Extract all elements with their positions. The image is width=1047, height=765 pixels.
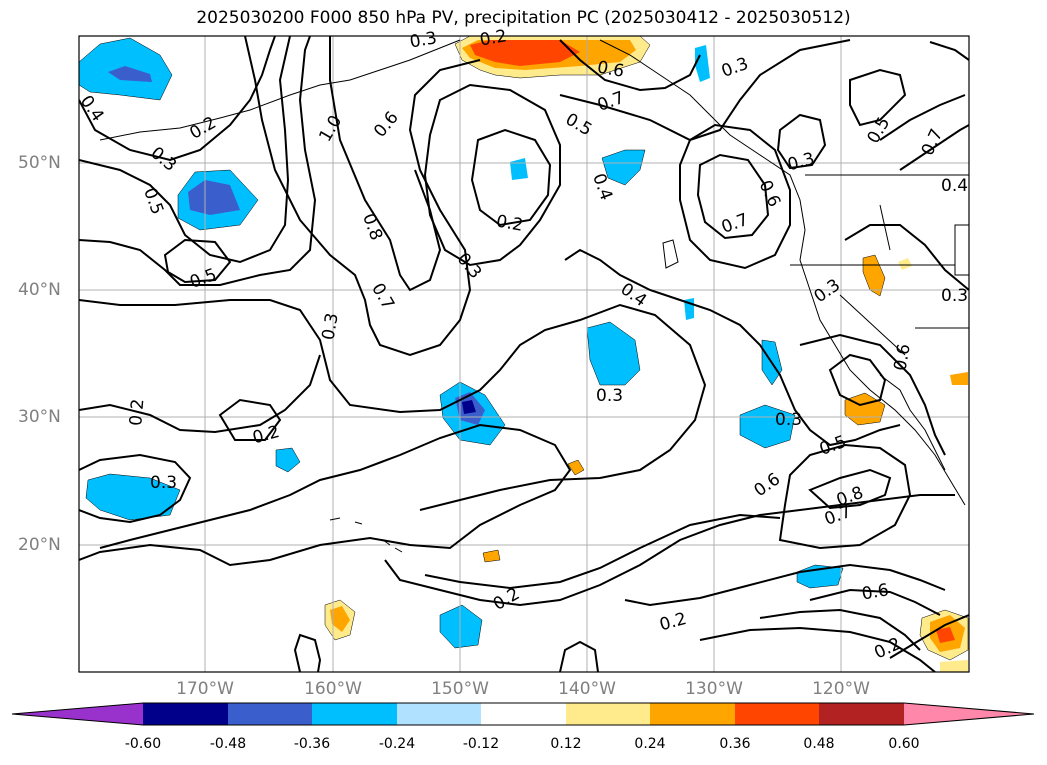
colorbar-tick-label: -0.24: [378, 736, 416, 752]
contour-label: 0.3: [150, 473, 177, 493]
colorbar: [11, 702, 1035, 726]
contour-label: 0.2: [126, 398, 148, 427]
lat-label-20n: 20°N: [18, 535, 61, 555]
colorbar-tick-label: -0.12: [462, 736, 500, 752]
lon-label-140w: 140°W: [558, 679, 616, 699]
colorbar-tick-label: -0.36: [293, 736, 331, 752]
map-title: 2025030200 F000 850 hPa PV, precipitatio…: [196, 8, 851, 28]
colorbar-tick-label: -0.48: [209, 736, 247, 752]
contour-label: 0.4: [941, 176, 968, 196]
colorbar-segment: [735, 703, 819, 725]
contour-label: 0.6: [890, 342, 914, 372]
lon-label-170w: 170°W: [176, 679, 234, 699]
contour-label: 0.2: [478, 26, 508, 50]
contour-label: 0.6: [596, 57, 626, 81]
pv-contours: [79, 36, 969, 672]
colorbar-tick-label: 0.48: [803, 736, 835, 752]
lat-label-50n: 50°N: [18, 153, 61, 173]
lon-label-130w: 130°W: [685, 679, 743, 699]
contour-label: 0.2: [495, 211, 525, 235]
contour-label: 0.3: [408, 28, 438, 52]
graticule: [79, 36, 969, 672]
colorbar-tick-label: 0.24: [634, 736, 666, 752]
lon-label-120w: 120°W: [812, 679, 870, 699]
precip-negative-shading: [79, 37, 844, 649]
colorbar-segment: [650, 703, 735, 725]
colorbar-tick-label: 0.36: [719, 736, 751, 752]
colorbar-low-extension: [12, 703, 143, 725]
lat-label-30n: 30°N: [18, 407, 61, 427]
lon-label-150w: 150°W: [431, 679, 489, 699]
contour-label: 0.3: [775, 410, 802, 430]
colorbar-high-extension: [904, 703, 1034, 725]
lat-label-40n: 40°N: [18, 280, 61, 300]
colorbar-segment: [312, 703, 397, 725]
colorbar-tick-label: 0.60: [888, 736, 920, 752]
colorbar-segment: [481, 703, 566, 725]
colorbar-tick-label: 0.12: [550, 736, 582, 752]
lon-label-160w: 160°W: [304, 679, 362, 699]
coastlines: [99, 39, 969, 553]
colorbar-segment: [228, 703, 312, 725]
contour-label: 0.6: [860, 580, 890, 604]
contour-label: 0.3: [596, 386, 623, 406]
contour-label: 0.3: [318, 311, 342, 341]
colorbar-segment: [397, 703, 481, 725]
colorbar-segment: [143, 703, 228, 725]
colorbar-segment: [566, 703, 650, 725]
map-frame: [78, 35, 970, 673]
colorbar-outline: [11, 702, 1035, 726]
colorbar-tick-label: -0.60: [124, 736, 162, 752]
colorbar-segment: [819, 703, 904, 725]
contour-label: 0.3: [941, 286, 968, 306]
